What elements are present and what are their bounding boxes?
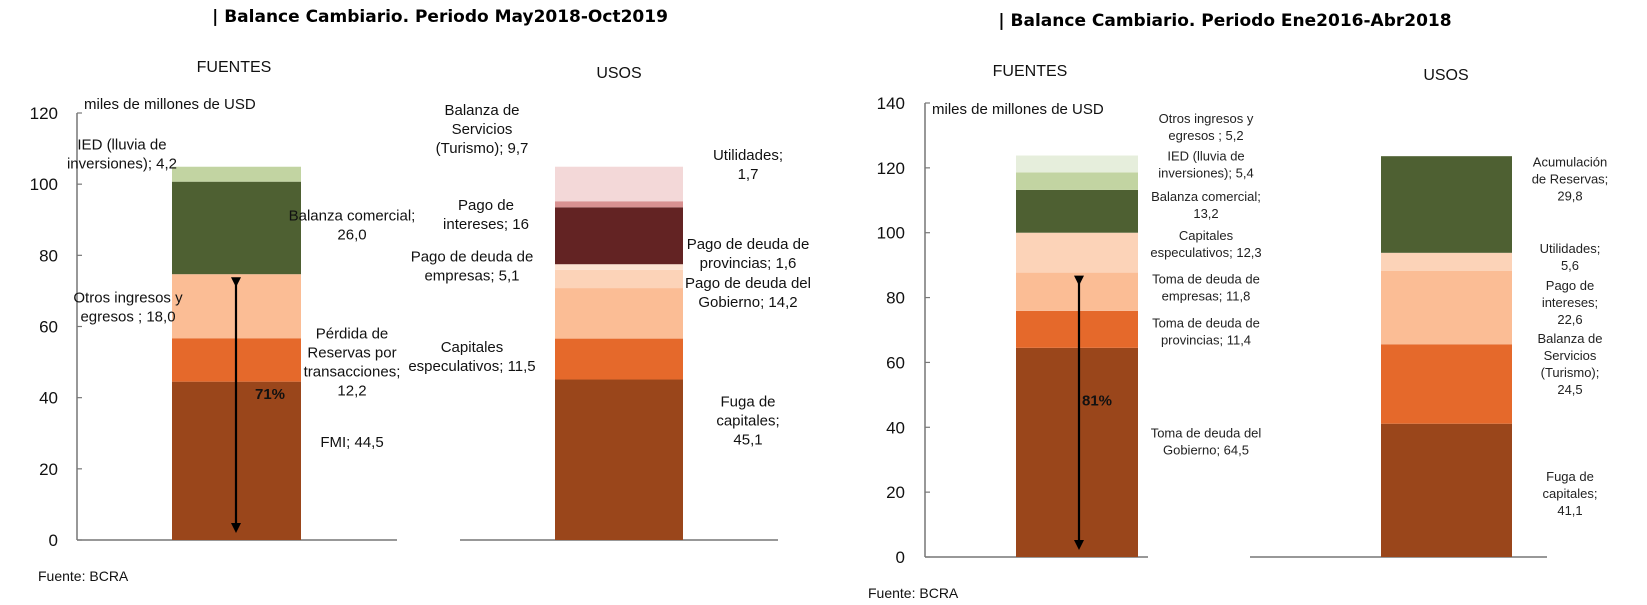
- bar-segment: [555, 207, 683, 265]
- chart-2-labels: Toma de deuda del Gobierno; 64,5 Toma de d…: [1082, 111, 1608, 518]
- y-tick-label: 60: [886, 353, 905, 372]
- data-label: Pérdida de Reservas por transacciones; 12,2: [304, 325, 401, 399]
- bar-segment: [1381, 156, 1512, 253]
- bar-segment: [1016, 172, 1138, 190]
- data-label: Balanza de Servicios (Turismo); 24,5: [1537, 331, 1602, 397]
- chart-1-labels: FMI; 44,5 Pérdida de Reservas por transacci…: [67, 102, 811, 451]
- data-label: Fuga de capitales; 41,1: [1543, 469, 1598, 518]
- data-label: Pago de deuda de provincias; 1,6: [687, 236, 810, 272]
- data-label: IED (lluvia de inversiones); 5,4: [1158, 148, 1253, 180]
- y-tick-label: 20: [39, 460, 58, 479]
- chart-1: | Balance Cambiario. Periodo May2018-Oct…: [30, 7, 811, 584]
- bar-segment: [172, 181, 301, 275]
- bar-segment: [1016, 232, 1138, 273]
- y-tick-label: 120: [30, 104, 58, 123]
- bar-segment: [1016, 155, 1138, 173]
- bar-segment: [555, 201, 683, 208]
- chart-2-fuentes-title: FUENTES: [993, 63, 1068, 80]
- chart-1-source: Fuente: BCRA: [38, 568, 129, 584]
- data-label: Otros ingresos y egresos ; 18,0: [73, 289, 183, 325]
- data-label: Acumulación de Reservas; 29,8: [1532, 155, 1609, 204]
- chart-1-unit-label: miles de millones de USD: [84, 96, 256, 113]
- chart-2-source: Fuente: BCRA: [868, 585, 959, 601]
- data-label: Toma de deuda del Gobierno; 64,5: [1151, 426, 1262, 458]
- data-label: Capitales especulativos; 11,5: [408, 339, 535, 375]
- chart-2: | Balance Cambiario. Periodo Ene2016-Abr…: [868, 11, 1608, 601]
- data-label: Pago de intereses; 16: [443, 197, 529, 233]
- data-label: Utilidades; 1,7: [713, 147, 783, 183]
- y-tick-label: 120: [877, 159, 905, 178]
- bar-segment: [555, 379, 683, 540]
- y-tick-label: 0: [896, 548, 905, 567]
- bar-segment: [1381, 423, 1512, 557]
- chart-2-usos-title: USOS: [1423, 67, 1468, 84]
- bar-segment: [1381, 344, 1512, 424]
- y-tick-label: 100: [877, 224, 905, 243]
- bar-segment: [1016, 189, 1138, 233]
- chart-2-title: | Balance Cambiario. Periodo Ene2016-Abr…: [998, 11, 1451, 31]
- bar-segment: [1016, 272, 1138, 311]
- data-label: Pago de intereses; 22,6: [1542, 278, 1598, 327]
- data-label: Fuga de capitales; 45,1: [716, 394, 779, 449]
- y-tick-label: 20: [886, 483, 905, 502]
- bar-segment: [1381, 270, 1512, 345]
- percentage-annotation: 71%: [255, 386, 285, 403]
- data-label: Balanza de Servicios (Turismo); 9,7: [436, 102, 529, 157]
- chart-2-bars: [1016, 155, 1512, 557]
- bar-segment: [1016, 310, 1138, 348]
- chart-1-bars: [172, 166, 683, 540]
- bar-segment: [1016, 347, 1138, 557]
- chart-1-fuentes-title: FUENTES: [197, 59, 272, 76]
- data-label: Balanza comercial; 13,2: [1151, 189, 1261, 221]
- bar-segment: [1381, 252, 1512, 271]
- y-tick-label: 0: [49, 531, 58, 550]
- bar-segment: [555, 166, 683, 202]
- y-tick-label: 60: [39, 318, 58, 337]
- data-label: Toma de deuda de provincias; 11,4: [1152, 315, 1260, 347]
- bar-segment: [555, 264, 683, 270]
- y-tick-label: 80: [39, 246, 58, 265]
- data-label: Capitales especulativos; 12,3: [1150, 228, 1261, 260]
- data-label: Pago de deuda de empresas; 5,1: [411, 248, 534, 284]
- chart-1-usos-title: USOS: [596, 65, 641, 82]
- bar-segment: [172, 166, 301, 182]
- bar-segment: [555, 269, 683, 289]
- y-tick-label: 100: [30, 175, 58, 194]
- percentage-annotation: 81%: [1082, 393, 1112, 410]
- data-label: Toma de deuda de empresas; 11,8: [1152, 272, 1260, 304]
- data-label: Pago de deuda del Gobierno; 14,2: [685, 275, 811, 311]
- y-tick-label: 40: [886, 418, 905, 437]
- y-tick-label: 140: [877, 94, 905, 113]
- data-label: Otros ingresos y egresos ; 5,2: [1159, 111, 1254, 143]
- data-label: Balanza comercial; 26,0: [289, 207, 416, 243]
- chart-1-title: | Balance Cambiario. Periodo May2018-Oct…: [212, 7, 668, 27]
- data-label: IED (lluvia de inversiones); 4,2: [67, 136, 177, 172]
- y-tick-label: 40: [39, 389, 58, 408]
- data-label: Utilidades; 5,6: [1540, 241, 1601, 273]
- bar-segment: [555, 288, 683, 339]
- bar-segment: [555, 338, 683, 380]
- chart-1-y-axis: 0 20 40 60 80 100 120: [30, 104, 778, 550]
- chart-2-unit-label: miles de millones de USD: [932, 101, 1104, 118]
- y-tick-label: 80: [886, 289, 905, 308]
- data-label: FMI; 44,5: [320, 434, 383, 451]
